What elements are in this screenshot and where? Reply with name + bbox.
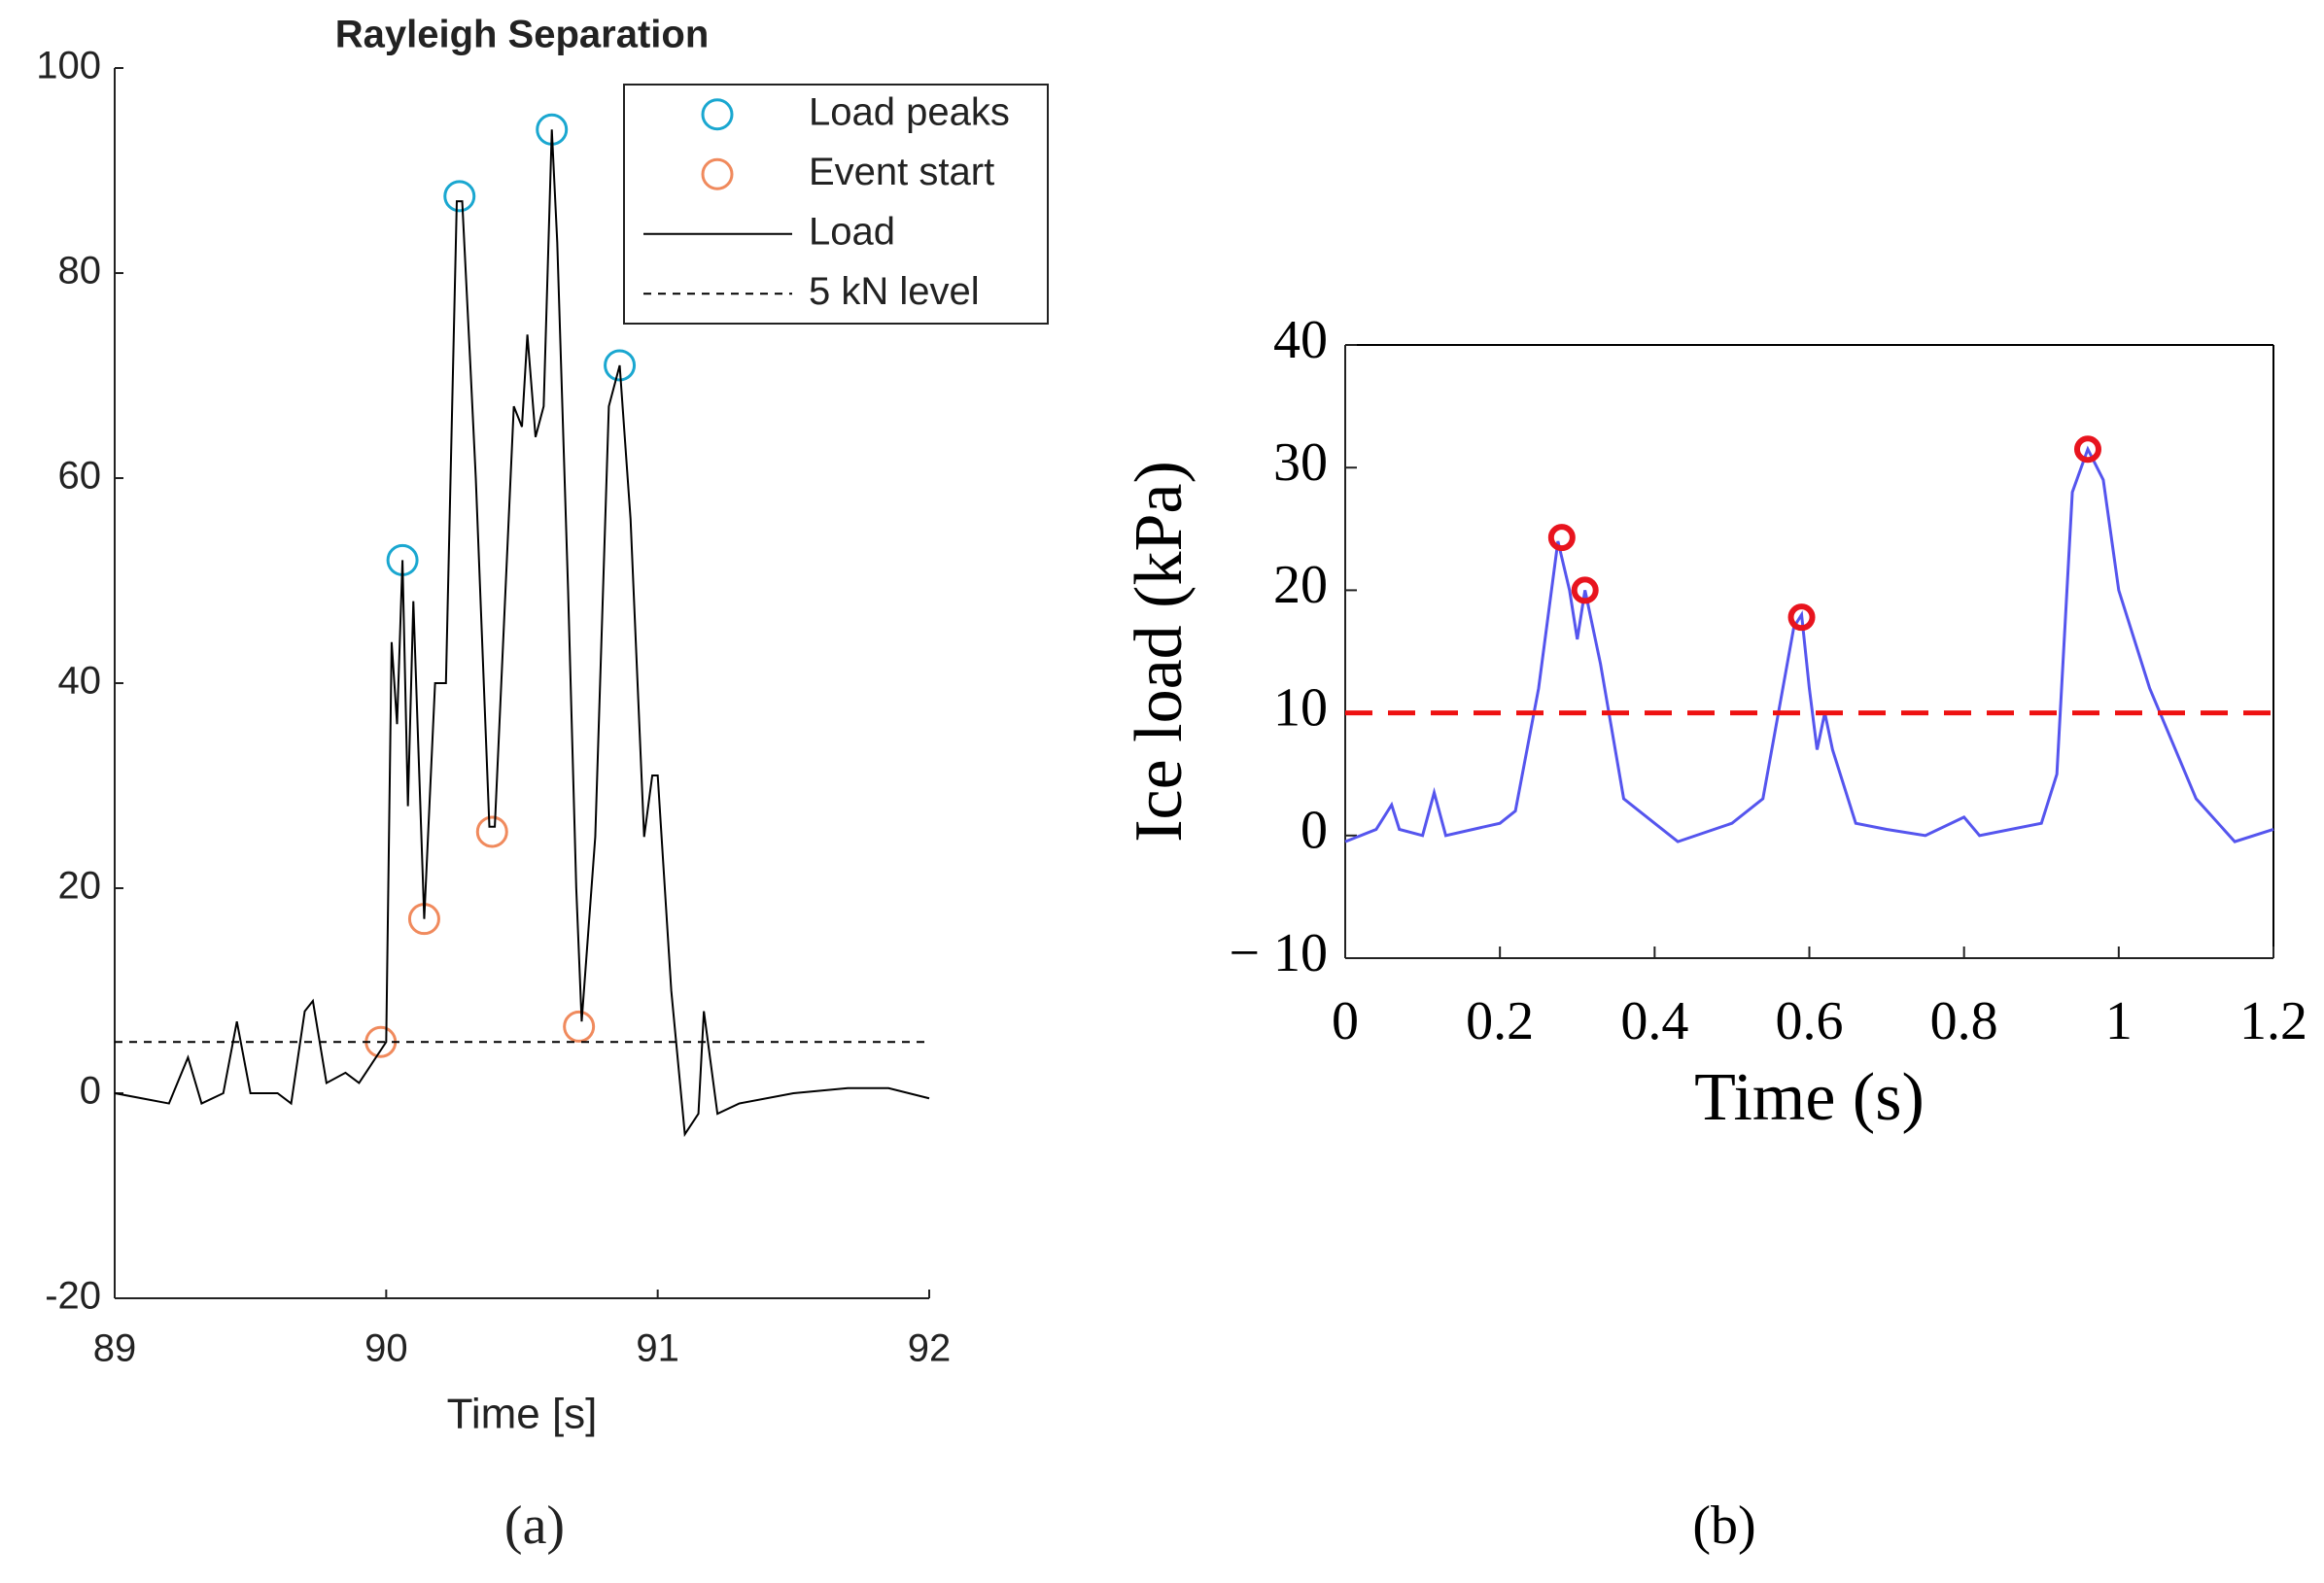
x-tick-label: 0.6 — [1776, 991, 1844, 1051]
legend-label: Load — [809, 210, 895, 253]
x-tick-label: 1 — [2105, 991, 2133, 1051]
x-axis-label: Time (s) — [1694, 1060, 1925, 1135]
x-tick-label: 0.2 — [1466, 991, 1534, 1051]
y-tick-label: 40 — [1273, 310, 1328, 370]
marker — [563, 1010, 596, 1043]
y-tick-label: 80 — [58, 250, 102, 293]
legend-label: 5 kN level — [809, 270, 980, 313]
marker — [1571, 576, 1599, 604]
chart-title: Rayleigh Separation — [335, 14, 710, 56]
legend-label: Event start — [809, 151, 994, 193]
x-tick-label: 89 — [93, 1327, 137, 1370]
marker — [604, 349, 637, 382]
x-tick-label: 0.8 — [1930, 991, 1998, 1051]
legend-marker — [701, 98, 734, 131]
y-tick-label: -20 — [45, 1275, 101, 1318]
y-tick-label: 60 — [58, 455, 102, 498]
y-tick-label: 30 — [1273, 432, 1328, 493]
legend-label: Load peaks — [809, 90, 1010, 133]
y-tick-label: 20 — [1273, 555, 1328, 615]
data-line — [114, 129, 930, 1138]
y-tick-label: 20 — [58, 865, 102, 908]
x-tick-label: 91 — [636, 1327, 679, 1370]
caption: (a) — [504, 1496, 565, 1556]
caption: (b) — [1692, 1496, 1755, 1556]
x-tick-label: 92 — [908, 1327, 952, 1370]
x-axis-label: Time [s] — [447, 1391, 598, 1438]
x-tick-label: 90 — [364, 1327, 408, 1370]
marker — [475, 815, 508, 848]
x-tick-label: 0.4 — [1620, 991, 1688, 1051]
y-tick-label: 10 — [1273, 677, 1328, 738]
legend-marker — [701, 157, 734, 190]
y-tick-label: 0 — [80, 1070, 101, 1113]
data-line — [1344, 445, 2274, 843]
y-tick-label: 100 — [36, 45, 101, 87]
x-tick-label: 1.2 — [2239, 991, 2307, 1051]
marker — [443, 180, 476, 213]
y-tick-label: 40 — [58, 660, 102, 703]
legend-box — [623, 84, 1049, 325]
marker — [1547, 524, 1576, 552]
panel-a: -20 0 20 40 60 80 100 89 90 91 92 Rayleigh Separati… — [36, 14, 1049, 1556]
y-axis-label: Ice load (kPa) — [1122, 461, 1197, 843]
marker — [2074, 435, 2101, 464]
y-tick-label: − 10 — [1229, 923, 1328, 983]
marker — [1787, 603, 1816, 632]
y-tick-label: 0 — [1301, 801, 1328, 861]
x-tick-label: 0 — [1332, 991, 1359, 1051]
